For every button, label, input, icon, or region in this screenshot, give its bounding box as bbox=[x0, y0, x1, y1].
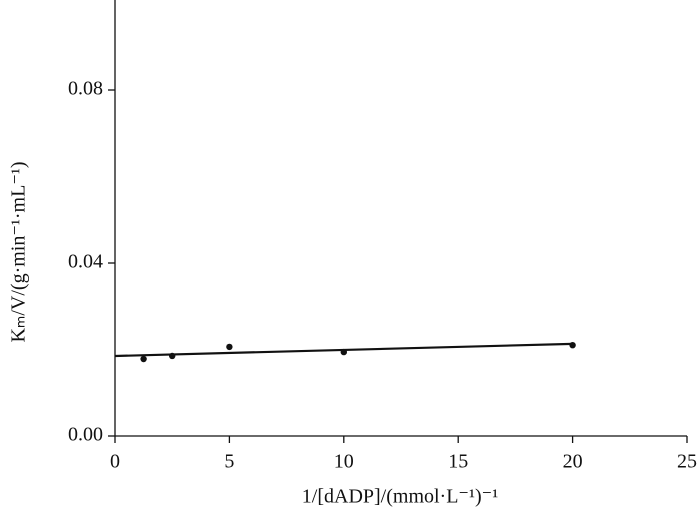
x-axis-label: 1/[dADP]/(mmol·L⁻¹)⁻¹ bbox=[302, 486, 498, 508]
y-axis-label: Kₘ/V/(g·min⁻¹·mL⁻¹) bbox=[8, 161, 30, 342]
data-point bbox=[569, 341, 576, 349]
x-tick-label: 15 bbox=[448, 451, 468, 473]
y-tick-label: 0.08 bbox=[68, 78, 103, 100]
data-point bbox=[140, 355, 147, 363]
x-tick-label: 10 bbox=[334, 451, 354, 473]
y-tick-label: 0.04 bbox=[68, 251, 103, 273]
data-point bbox=[226, 343, 233, 351]
x-tick-label: 0 bbox=[110, 451, 120, 473]
x-tick-label: 25 bbox=[677, 451, 697, 473]
x-tick-label: 20 bbox=[563, 451, 583, 473]
y-tick-label: 0.00 bbox=[68, 424, 103, 446]
x-tick-label: 5 bbox=[224, 451, 234, 473]
data-point bbox=[340, 348, 347, 356]
data-point bbox=[169, 352, 176, 360]
